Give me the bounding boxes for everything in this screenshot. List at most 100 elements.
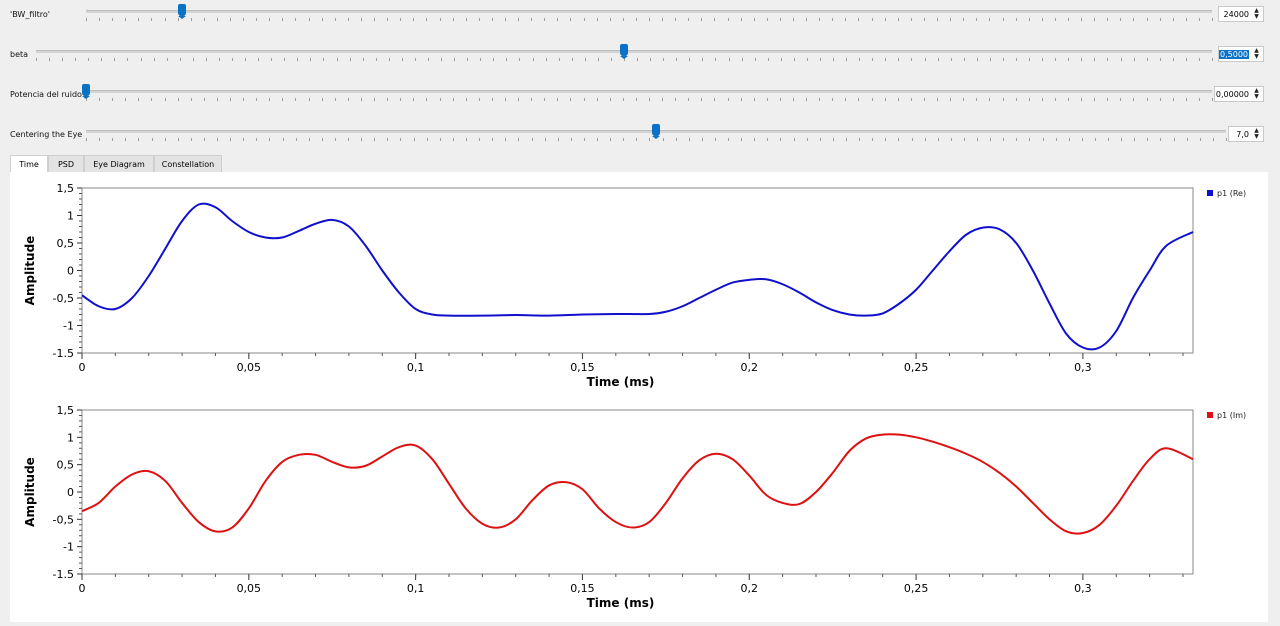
slider-tick bbox=[532, 58, 534, 61]
spinbox-value[interactable]: 7,0 bbox=[1236, 130, 1249, 139]
slider-tick bbox=[1094, 138, 1096, 141]
slider-tick bbox=[151, 98, 153, 101]
bw-filtro-spinbox[interactable]: 24000 ▲ ▼ bbox=[1218, 6, 1264, 22]
slider-tick bbox=[754, 58, 756, 61]
x-tick-label: 0,15 bbox=[570, 582, 595, 595]
slider-tick bbox=[846, 58, 848, 61]
slider-tick bbox=[1028, 98, 1030, 101]
spinbox-value[interactable]: 0,5000 bbox=[1219, 50, 1249, 59]
slider-tick bbox=[950, 18, 952, 21]
slider-tick bbox=[963, 18, 965, 21]
slider-handle[interactable] bbox=[82, 84, 90, 99]
slider-tick bbox=[1067, 98, 1069, 101]
slider-tick bbox=[963, 138, 965, 141]
slider-tick bbox=[990, 138, 992, 141]
spin-arrows-icon[interactable]: ▲ ▼ bbox=[1254, 87, 1259, 100]
slider-tick bbox=[1120, 58, 1122, 61]
slider-tick bbox=[845, 98, 847, 101]
potencia-spinbox[interactable]: 0,00000 ▲ ▼ bbox=[1214, 86, 1264, 102]
slider-tick bbox=[702, 58, 704, 61]
slider-tick bbox=[243, 138, 245, 141]
slider-tick bbox=[426, 138, 428, 141]
slider-handle[interactable] bbox=[652, 124, 660, 139]
slider-tick bbox=[151, 18, 153, 21]
slider-tick bbox=[426, 98, 428, 101]
slider-tick bbox=[1212, 18, 1213, 21]
legend-label: p1 (Re) bbox=[1217, 189, 1246, 198]
slider-tick bbox=[1133, 18, 1135, 21]
slider-ticks bbox=[36, 58, 1213, 62]
slider-tick bbox=[388, 58, 390, 61]
slider-tick bbox=[1081, 58, 1083, 61]
beta-spinbox[interactable]: 0,5000 ▲ ▼ bbox=[1218, 46, 1264, 62]
slider-tick bbox=[793, 138, 795, 141]
slider-tick bbox=[1094, 18, 1096, 21]
slider-tick bbox=[1107, 98, 1109, 101]
slider-handle[interactable] bbox=[177, 4, 186, 19]
slider-tick bbox=[88, 58, 90, 61]
slider-tick bbox=[596, 18, 598, 21]
bw-filtro-slider[interactable] bbox=[86, 0, 1213, 21]
slider-tick bbox=[179, 58, 181, 61]
slider-tick bbox=[544, 138, 546, 141]
slider-tick bbox=[1094, 98, 1096, 101]
slider-tick bbox=[779, 98, 781, 101]
slider-tick bbox=[727, 98, 729, 101]
slider-tick bbox=[218, 58, 220, 61]
slider-tick bbox=[362, 58, 364, 61]
slider-tick bbox=[1173, 138, 1175, 141]
slider-tick bbox=[466, 138, 467, 141]
slider-tick bbox=[1172, 58, 1174, 61]
slider-tick bbox=[439, 138, 441, 141]
slider-tick bbox=[963, 98, 965, 101]
slider-tick bbox=[976, 98, 978, 101]
slider-tick bbox=[806, 18, 808, 21]
slider-tick bbox=[597, 138, 599, 141]
slider-tick bbox=[413, 98, 415, 101]
x-axis-label: Time (ms) bbox=[587, 375, 655, 389]
tab-constellation[interactable]: Constellation bbox=[154, 155, 222, 172]
slider-tick bbox=[1029, 58, 1031, 61]
spinbox-value[interactable]: 24000 bbox=[1223, 10, 1249, 19]
spin-arrows-icon[interactable]: ▲ ▼ bbox=[1254, 7, 1259, 20]
slider-tick bbox=[544, 98, 546, 101]
spin-arrows-icon[interactable]: ▲ ▼ bbox=[1254, 127, 1259, 140]
spin-arrows-icon[interactable]: ▲ ▼ bbox=[1254, 47, 1259, 60]
slider-tick bbox=[375, 58, 377, 61]
y-axis-label: Amplitude bbox=[23, 236, 37, 306]
slider-tick bbox=[1028, 18, 1030, 21]
slider-tick bbox=[1081, 98, 1083, 101]
slider-tick bbox=[177, 98, 179, 101]
spinbox-value[interactable]: 0,00000 bbox=[1215, 90, 1249, 99]
slider-tick bbox=[635, 98, 637, 101]
slider-tick bbox=[1055, 138, 1057, 141]
slider-tick bbox=[164, 18, 166, 21]
slider-tick bbox=[230, 18, 232, 21]
slider-tick bbox=[232, 58, 233, 61]
control-row-potencia: Potencia del ruido 0,00000 ▲ ▼ bbox=[0, 80, 1280, 116]
slider-handle[interactable] bbox=[620, 44, 628, 59]
centering-slider[interactable] bbox=[86, 120, 1227, 141]
beta-slider[interactable] bbox=[36, 40, 1213, 62]
y-tick-label: 0 bbox=[67, 265, 74, 278]
slider-tick bbox=[230, 138, 232, 141]
y-tick-label: 0,5 bbox=[57, 459, 75, 472]
slider-tick bbox=[871, 98, 873, 101]
slider-tick bbox=[348, 138, 350, 141]
slider-tick bbox=[138, 18, 140, 21]
slider-tick bbox=[819, 18, 821, 21]
slider-tick bbox=[125, 18, 127, 21]
tab-eye-diagram[interactable]: Eye Diagram bbox=[84, 155, 154, 172]
tab-psd[interactable]: PSD bbox=[48, 155, 84, 172]
tab-time[interactable]: Time bbox=[10, 155, 48, 173]
potencia-slider[interactable] bbox=[82, 80, 1213, 101]
centering-spinbox[interactable]: 7,0 ▲ ▼ bbox=[1228, 126, 1264, 142]
control-row-centering: Centering the Eye 7,0 ▲ ▼ bbox=[0, 120, 1280, 156]
y-axis-label: Amplitude bbox=[23, 457, 37, 527]
slider-tick bbox=[1185, 18, 1187, 21]
slider-tick bbox=[347, 18, 349, 21]
slider-tick bbox=[584, 58, 586, 61]
slider-tick bbox=[701, 98, 703, 101]
slider-tick bbox=[1159, 18, 1161, 21]
slider-tick bbox=[545, 58, 547, 61]
